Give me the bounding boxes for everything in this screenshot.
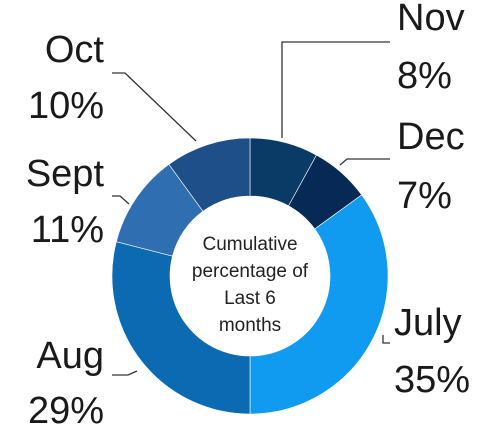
center-text-line-4: months	[219, 315, 281, 336]
slice-value-sept: 11%	[31, 209, 104, 251]
donut-hole	[170, 196, 330, 356]
slice-label-aug: Aug	[36, 335, 104, 377]
leader-line-dec	[339, 158, 390, 166]
slice-label-july: July	[394, 302, 462, 344]
leader-line-sept	[112, 195, 130, 205]
slice-label-sept: Sept	[26, 153, 105, 195]
slice-label-dec: Dec	[397, 116, 465, 158]
center-text-line-2: percentage of	[192, 261, 309, 282]
slice-value-dec: 7%	[397, 175, 452, 217]
center-text-line-1: Cumulative	[202, 234, 297, 255]
center-text-line-3: Last 6	[224, 288, 276, 309]
leader-line-aug	[112, 370, 138, 376]
leader-line-july	[382, 335, 390, 344]
slice-value-july: 35%	[394, 359, 470, 401]
slice-value-aug: 29%	[28, 390, 104, 432]
leader-line-oct	[112, 72, 197, 142]
slice-label-oct: Oct	[45, 29, 105, 71]
slice-value-nov: 8%	[397, 55, 452, 97]
leader-line-nov	[281, 41, 390, 138]
donut-slices	[111, 137, 389, 415]
slice-label-nov: Nov	[397, 0, 465, 39]
slice-value-oct: 10%	[28, 85, 104, 127]
